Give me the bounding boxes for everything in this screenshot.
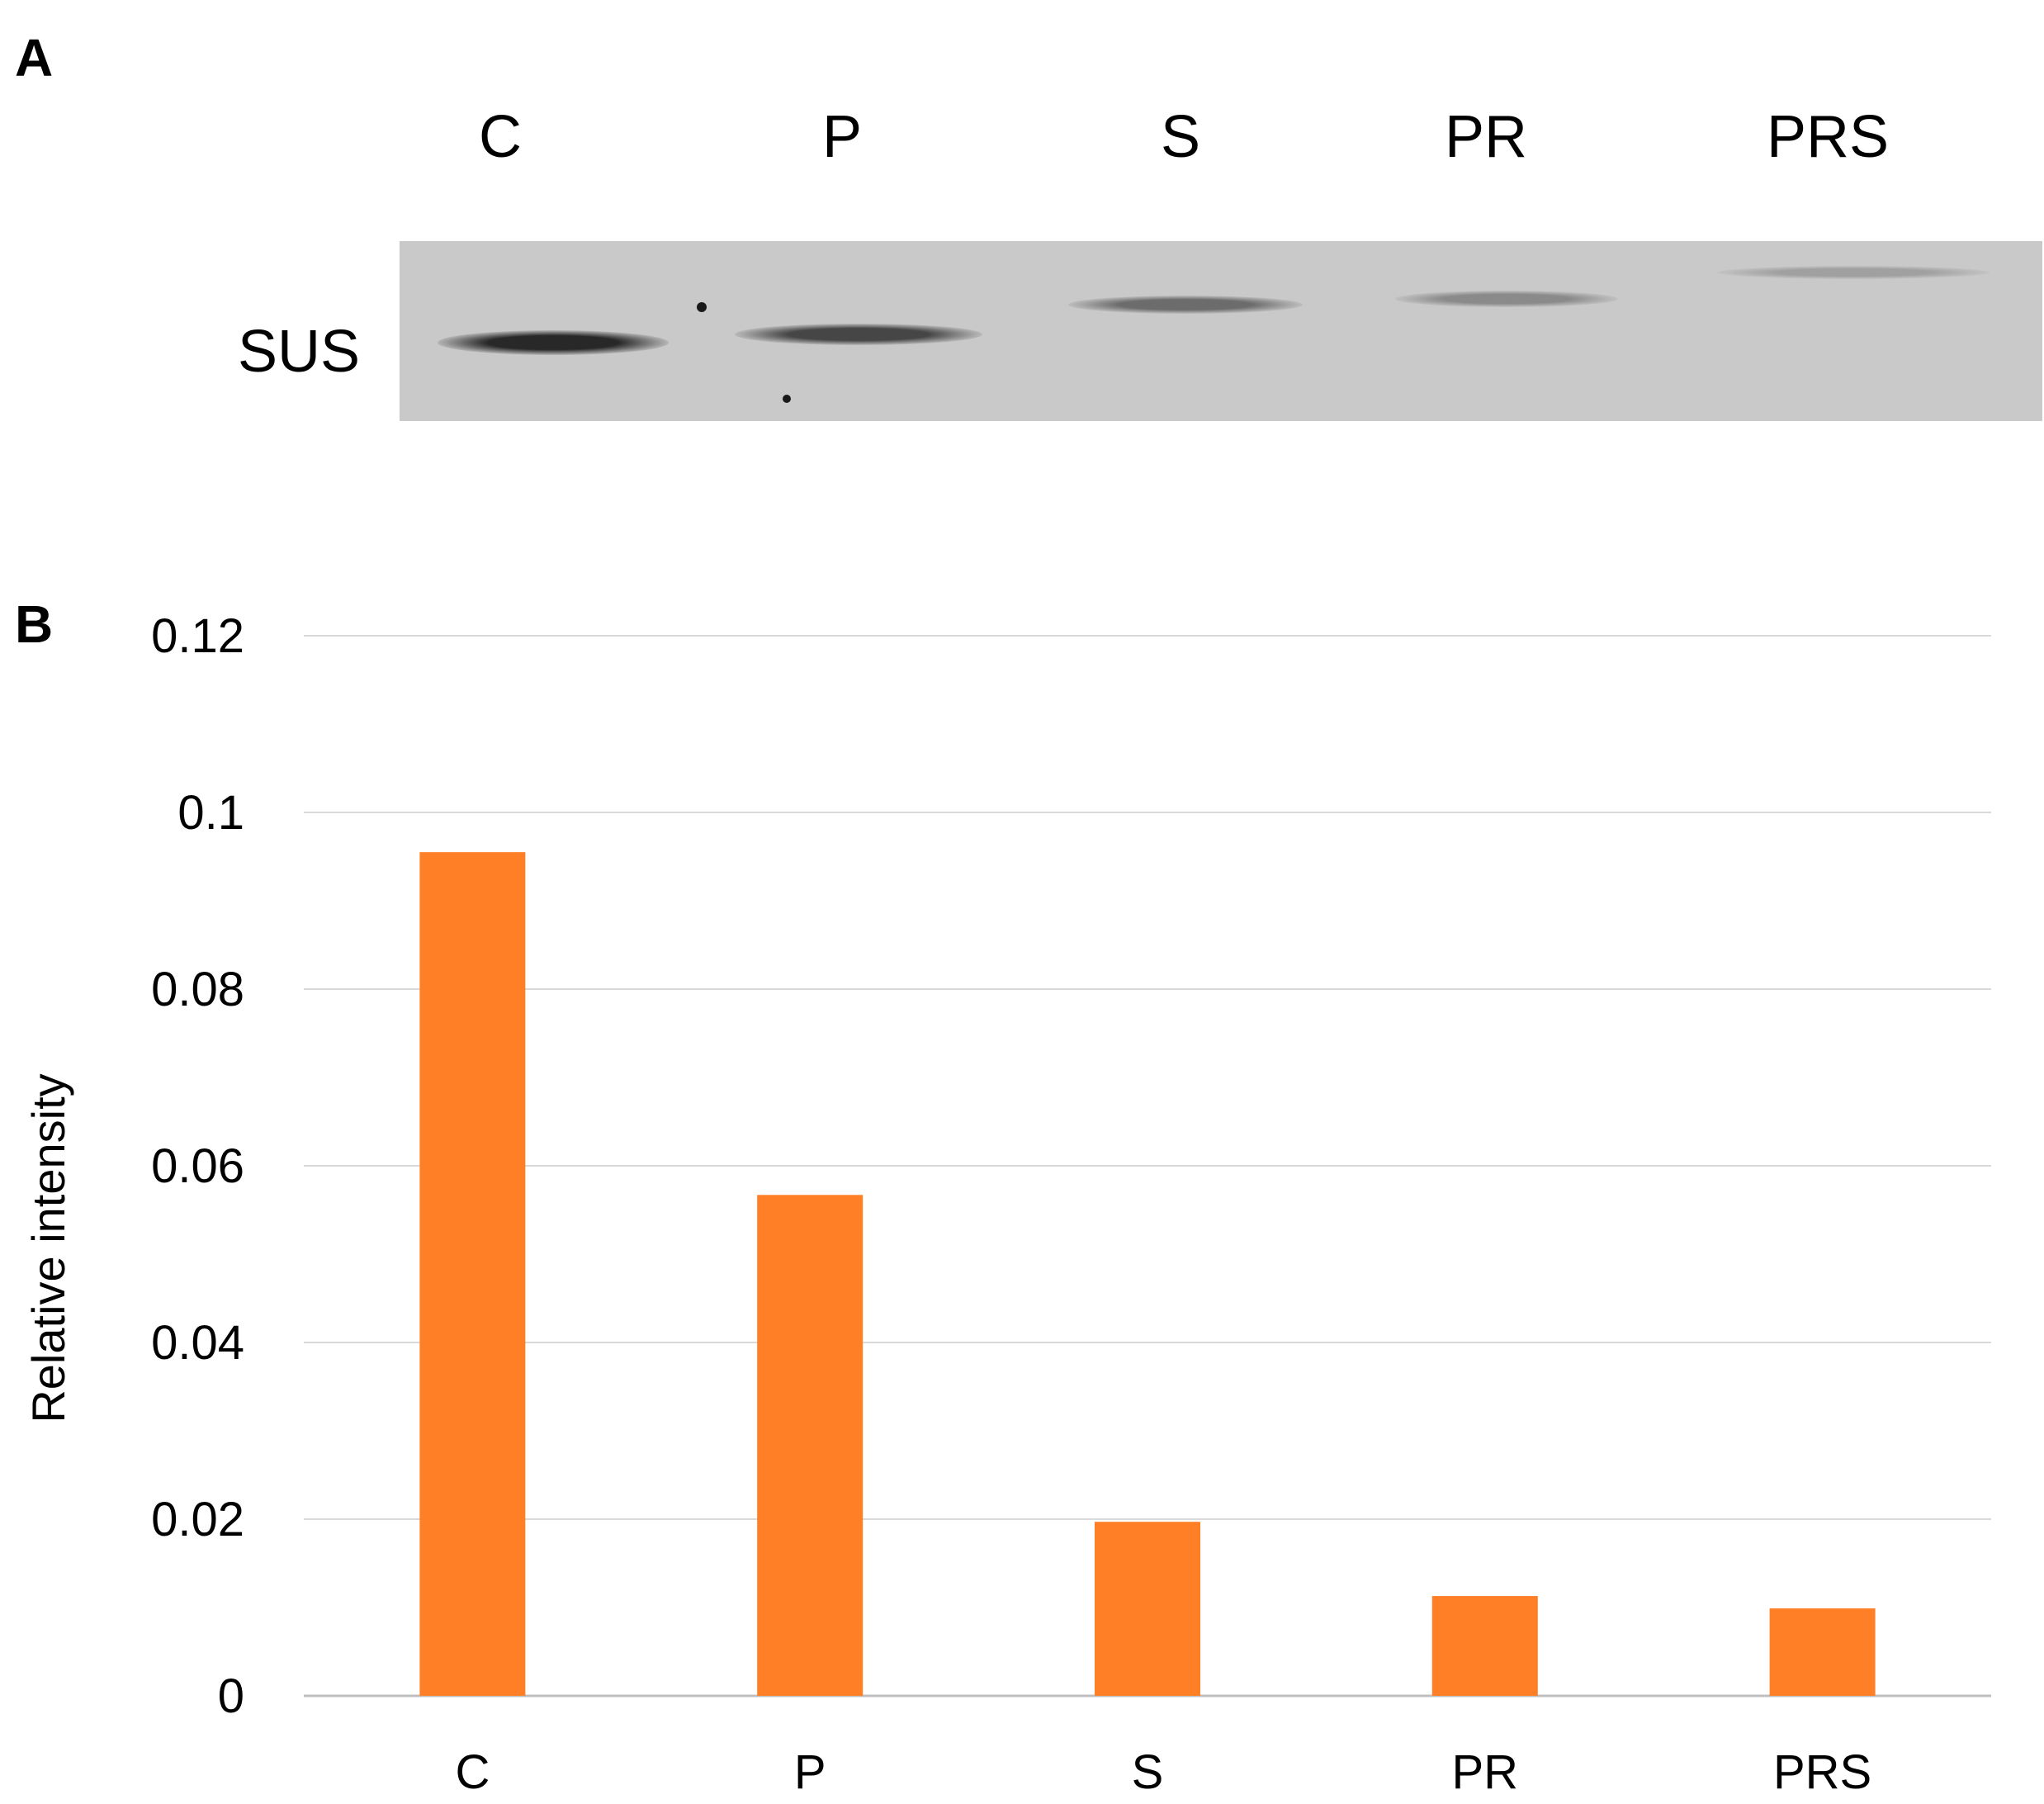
lane-label-p: P <box>821 104 863 170</box>
lane-label-s: S <box>1160 104 1201 170</box>
western-blot-image <box>400 241 2042 421</box>
blot-speck <box>697 302 707 312</box>
blot-speck <box>783 395 791 403</box>
bar-chart: 0 0.02 0.04 0.06 0.08 0.1 0.12 C P S PR PRS Relative… <box>22 609 1991 1799</box>
x-category-label: PR <box>1452 1745 1519 1799</box>
y-tick-label: 0.1 <box>177 786 244 840</box>
bar-pr <box>1431 1596 1538 1696</box>
bar-prs <box>1769 1608 1876 1696</box>
blot-band-c <box>438 330 669 355</box>
x-category-label: P <box>794 1745 826 1799</box>
bar-s <box>1095 1522 1200 1696</box>
lane-label-c: C <box>479 104 522 170</box>
x-category-label: PRS <box>1773 1745 1871 1799</box>
y-tick-label: 0.04 <box>151 1316 244 1370</box>
blot-row-label: SUS <box>238 319 361 385</box>
blot-band-prs <box>1717 266 1990 279</box>
panel-a-letter: A <box>15 28 54 88</box>
y-tick-label: 0 <box>218 1669 244 1723</box>
x-category-label: S <box>1132 1745 1164 1799</box>
y-tick-label: 0.12 <box>151 609 244 663</box>
blot-band-s <box>1068 296 1303 314</box>
lane-label-prs: PRS <box>1766 104 1890 170</box>
bar-p <box>757 1195 863 1696</box>
bar-c <box>419 852 526 1696</box>
blot-band-p <box>735 324 982 345</box>
y-tick-label: 0.08 <box>151 963 244 1016</box>
lane-label-pr: PR <box>1444 104 1528 170</box>
panel-b-letter: B <box>15 594 54 654</box>
x-category-label: C <box>455 1745 490 1799</box>
blot-band-pr <box>1395 291 1618 307</box>
y-tick-label: 0.02 <box>151 1493 244 1546</box>
y-tick-label: 0.06 <box>151 1139 244 1193</box>
y-axis-title: Relative intensity <box>22 1073 74 1423</box>
